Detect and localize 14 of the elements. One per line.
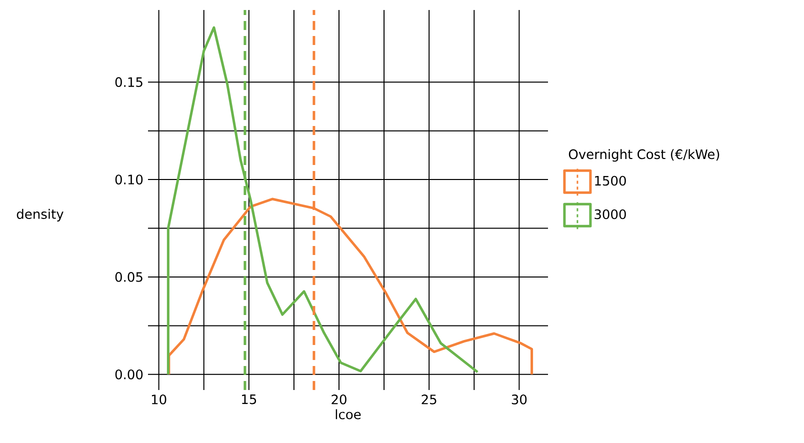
legend-title: Overnight Cost (€/kWe)	[568, 149, 720, 162]
y-tick-label: 0.05	[115, 272, 142, 282]
legend-label: 3000	[594, 209, 626, 220]
y-tick-label: 0.10	[115, 174, 143, 184]
x-tick-label: 25	[422, 394, 436, 404]
x-tick-label: 30	[512, 394, 527, 404]
x-tick-label: 15	[242, 394, 256, 404]
y-tick-label: 0.00	[115, 369, 143, 380]
y-tick-label: 0.15	[115, 77, 142, 88]
x-axis-title: lcoe	[336, 409, 361, 420]
legend-label: 1500	[595, 176, 626, 186]
x-tick-label: 20	[332, 394, 346, 404]
x-tick-label: 10	[152, 394, 166, 404]
y-axis-title: density	[16, 208, 64, 222]
